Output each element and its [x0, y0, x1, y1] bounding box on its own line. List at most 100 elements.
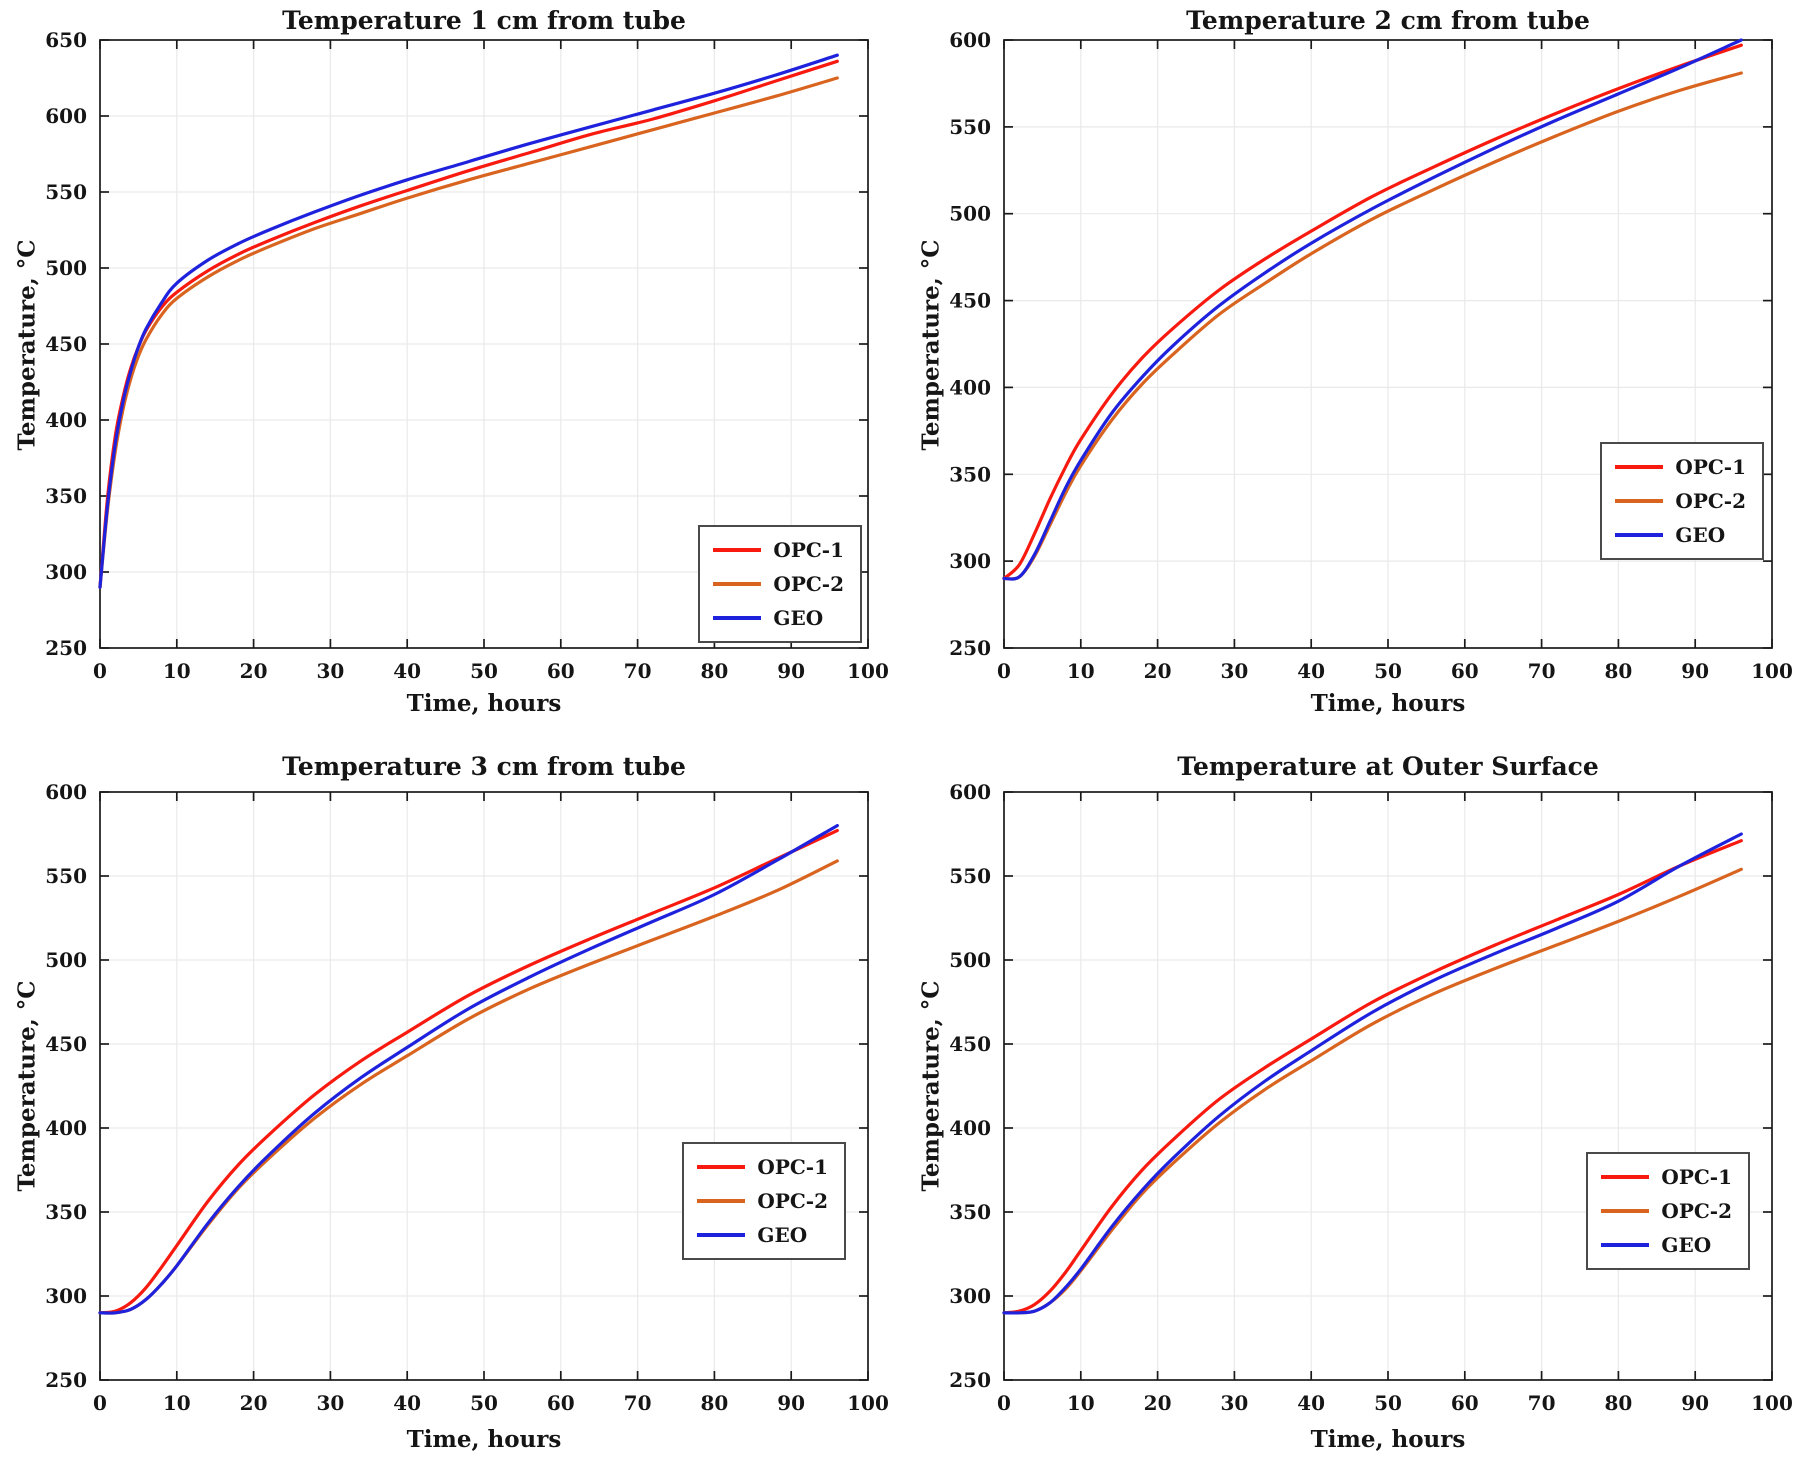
x-tick-label: 50 [470, 659, 498, 683]
x-tick-label: 90 [1681, 659, 1709, 683]
x-tick-label: 10 [1067, 1391, 1095, 1415]
x-tick-label: 100 [847, 659, 889, 683]
chart-title: Temperature 2 cm from tube [1186, 6, 1590, 35]
x-axis-label: Time, hours [406, 1426, 562, 1453]
x-tick-label: 40 [1297, 659, 1325, 683]
legend-line-swatch-opc1 [1601, 1175, 1650, 1179]
x-tick-label: 10 [1067, 659, 1095, 683]
y-tick-label: 550 [949, 864, 991, 888]
legend-item-geo: GEO [1601, 1233, 1732, 1257]
legend-line-swatch-opc2 [1601, 1209, 1650, 1213]
legend-label-geo: GEO [757, 1223, 808, 1247]
y-tick-label: 550 [949, 115, 991, 139]
legend: OPC-1 OPC-2 GEO [1586, 1152, 1750, 1270]
legend-item-geo: GEO [713, 606, 844, 630]
x-tick-label: 80 [700, 659, 728, 683]
x-tick-label: 60 [547, 1391, 575, 1415]
legend: OPC-1 OPC-2 GEO [682, 1142, 846, 1260]
x-tick-label: 100 [847, 1391, 889, 1415]
plot-canvas-2cm: 0 10 20 30 40 50 60 70 80 90 100 250 300 350 400 450 500… [949, 28, 1793, 683]
x-tick-label: 30 [1220, 1391, 1248, 1415]
x-tick-label: 60 [1451, 1391, 1479, 1415]
x-tick-label: 0 [93, 659, 107, 683]
legend: OPC-1 OPC-2 GEO [698, 525, 862, 643]
legend-item-opc1: OPC-1 [1615, 455, 1746, 479]
y-tick-label: 250 [45, 636, 87, 660]
panel-temp-2cm: Temperature 2 cm from tube Temperature, … [904, 0, 1807, 730]
legend-line-swatch-opc1 [1615, 465, 1664, 469]
y-tick-label: 250 [949, 636, 991, 660]
legend-label-opc2: OPC-2 [1661, 1199, 1732, 1223]
x-tick-label: 80 [1604, 1391, 1632, 1415]
panel-temp-outer-surface: Temperature at Outer Surface Temperature… [904, 730, 1807, 1460]
legend-label-geo: GEO [1661, 1233, 1712, 1257]
plot-canvas-3cm: 0 10 20 30 40 50 60 70 80 90 100 250 300 350 400 450 500… [45, 780, 889, 1415]
chart-title: Temperature 3 cm from tube [282, 752, 686, 781]
y-tick-label: 250 [45, 1368, 87, 1392]
y-tick-label: 450 [45, 332, 87, 356]
plot-canvas-1cm: 0 10 20 30 40 50 60 70 80 90 100 250 300 350 400 450 500… [45, 28, 889, 683]
x-tick-label: 20 [240, 1391, 268, 1415]
y-tick-label: 350 [949, 462, 991, 486]
legend-line-swatch-opc1 [697, 1165, 746, 1169]
x-tick-label: 40 [393, 659, 421, 683]
legend-label-geo: GEO [773, 606, 824, 630]
y-tick-label: 600 [949, 28, 991, 52]
legend-item-opc2: OPC-2 [697, 1189, 828, 1213]
y-tick-label: 600 [949, 780, 991, 804]
x-tick-label: 50 [470, 1391, 498, 1415]
x-tick-label: 70 [1528, 1391, 1556, 1415]
x-tick-label: 20 [1144, 1391, 1172, 1415]
series-line-opc-2 [98, 76, 839, 589]
legend-label-opc2: OPC-2 [1675, 489, 1746, 513]
legend-line-swatch-geo [1601, 1243, 1650, 1247]
legend-item-opc2: OPC-2 [1615, 489, 1746, 513]
legend-line-swatch-opc2 [713, 582, 762, 586]
chart-title: Temperature 1 cm from tube [282, 6, 686, 35]
y-tick-label: 600 [45, 104, 87, 128]
x-tick-label: 30 [316, 659, 344, 683]
x-tick-label: 50 [1374, 659, 1402, 683]
y-tick-label: 300 [45, 1284, 87, 1308]
series-line-geo [1002, 832, 1743, 1315]
series-line-opc-1 [98, 59, 839, 589]
legend-line-swatch-opc1 [713, 548, 762, 552]
y-tick-label: 300 [45, 560, 87, 584]
x-axis-label: Time, hours [1310, 690, 1466, 717]
legend-item-opc1: OPC-1 [1601, 1165, 1732, 1189]
y-tick-label: 400 [45, 1116, 87, 1140]
legend-label-opc2: OPC-2 [757, 1189, 828, 1213]
y-tick-label: 450 [45, 1032, 87, 1056]
legend-line-swatch-opc2 [697, 1199, 746, 1203]
y-tick-label: 350 [949, 1200, 991, 1224]
x-axis-label: Time, hours [1310, 1426, 1466, 1453]
x-tick-label: 20 [1144, 659, 1172, 683]
x-tick-label: 30 [1220, 659, 1248, 683]
legend-line-swatch-opc2 [1615, 499, 1664, 503]
legend-label-opc1: OPC-1 [1661, 1165, 1732, 1189]
y-tick-label: 500 [45, 948, 87, 972]
y-tick-label: 450 [949, 289, 991, 313]
legend-line-swatch-geo [1615, 533, 1664, 537]
y-tick-label: 250 [949, 1368, 991, 1392]
x-tick-label: 50 [1374, 1391, 1402, 1415]
x-tick-label: 30 [316, 1391, 344, 1415]
y-tick-label: 300 [949, 549, 991, 573]
y-tick-label: 300 [949, 1284, 991, 1308]
x-tick-label: 70 [624, 1391, 652, 1415]
x-tick-label: 80 [700, 1391, 728, 1415]
series-line-opc-1 [1002, 839, 1743, 1315]
x-tick-label: 90 [1681, 1391, 1709, 1415]
legend-label-opc1: OPC-1 [773, 538, 844, 562]
series-line-geo [98, 824, 839, 1315]
x-tick-label: 100 [1751, 1391, 1793, 1415]
x-tick-label: 10 [163, 1391, 191, 1415]
y-tick-label: 500 [949, 202, 991, 226]
legend-item-opc1: OPC-1 [697, 1155, 828, 1179]
legend-label-opc2: OPC-2 [773, 572, 844, 596]
legend-label-opc1: OPC-1 [1675, 455, 1746, 479]
legend-line-swatch-geo [697, 1233, 746, 1237]
y-tick-label: 400 [949, 1116, 991, 1140]
chart-title: Temperature at Outer Surface [1177, 752, 1599, 781]
